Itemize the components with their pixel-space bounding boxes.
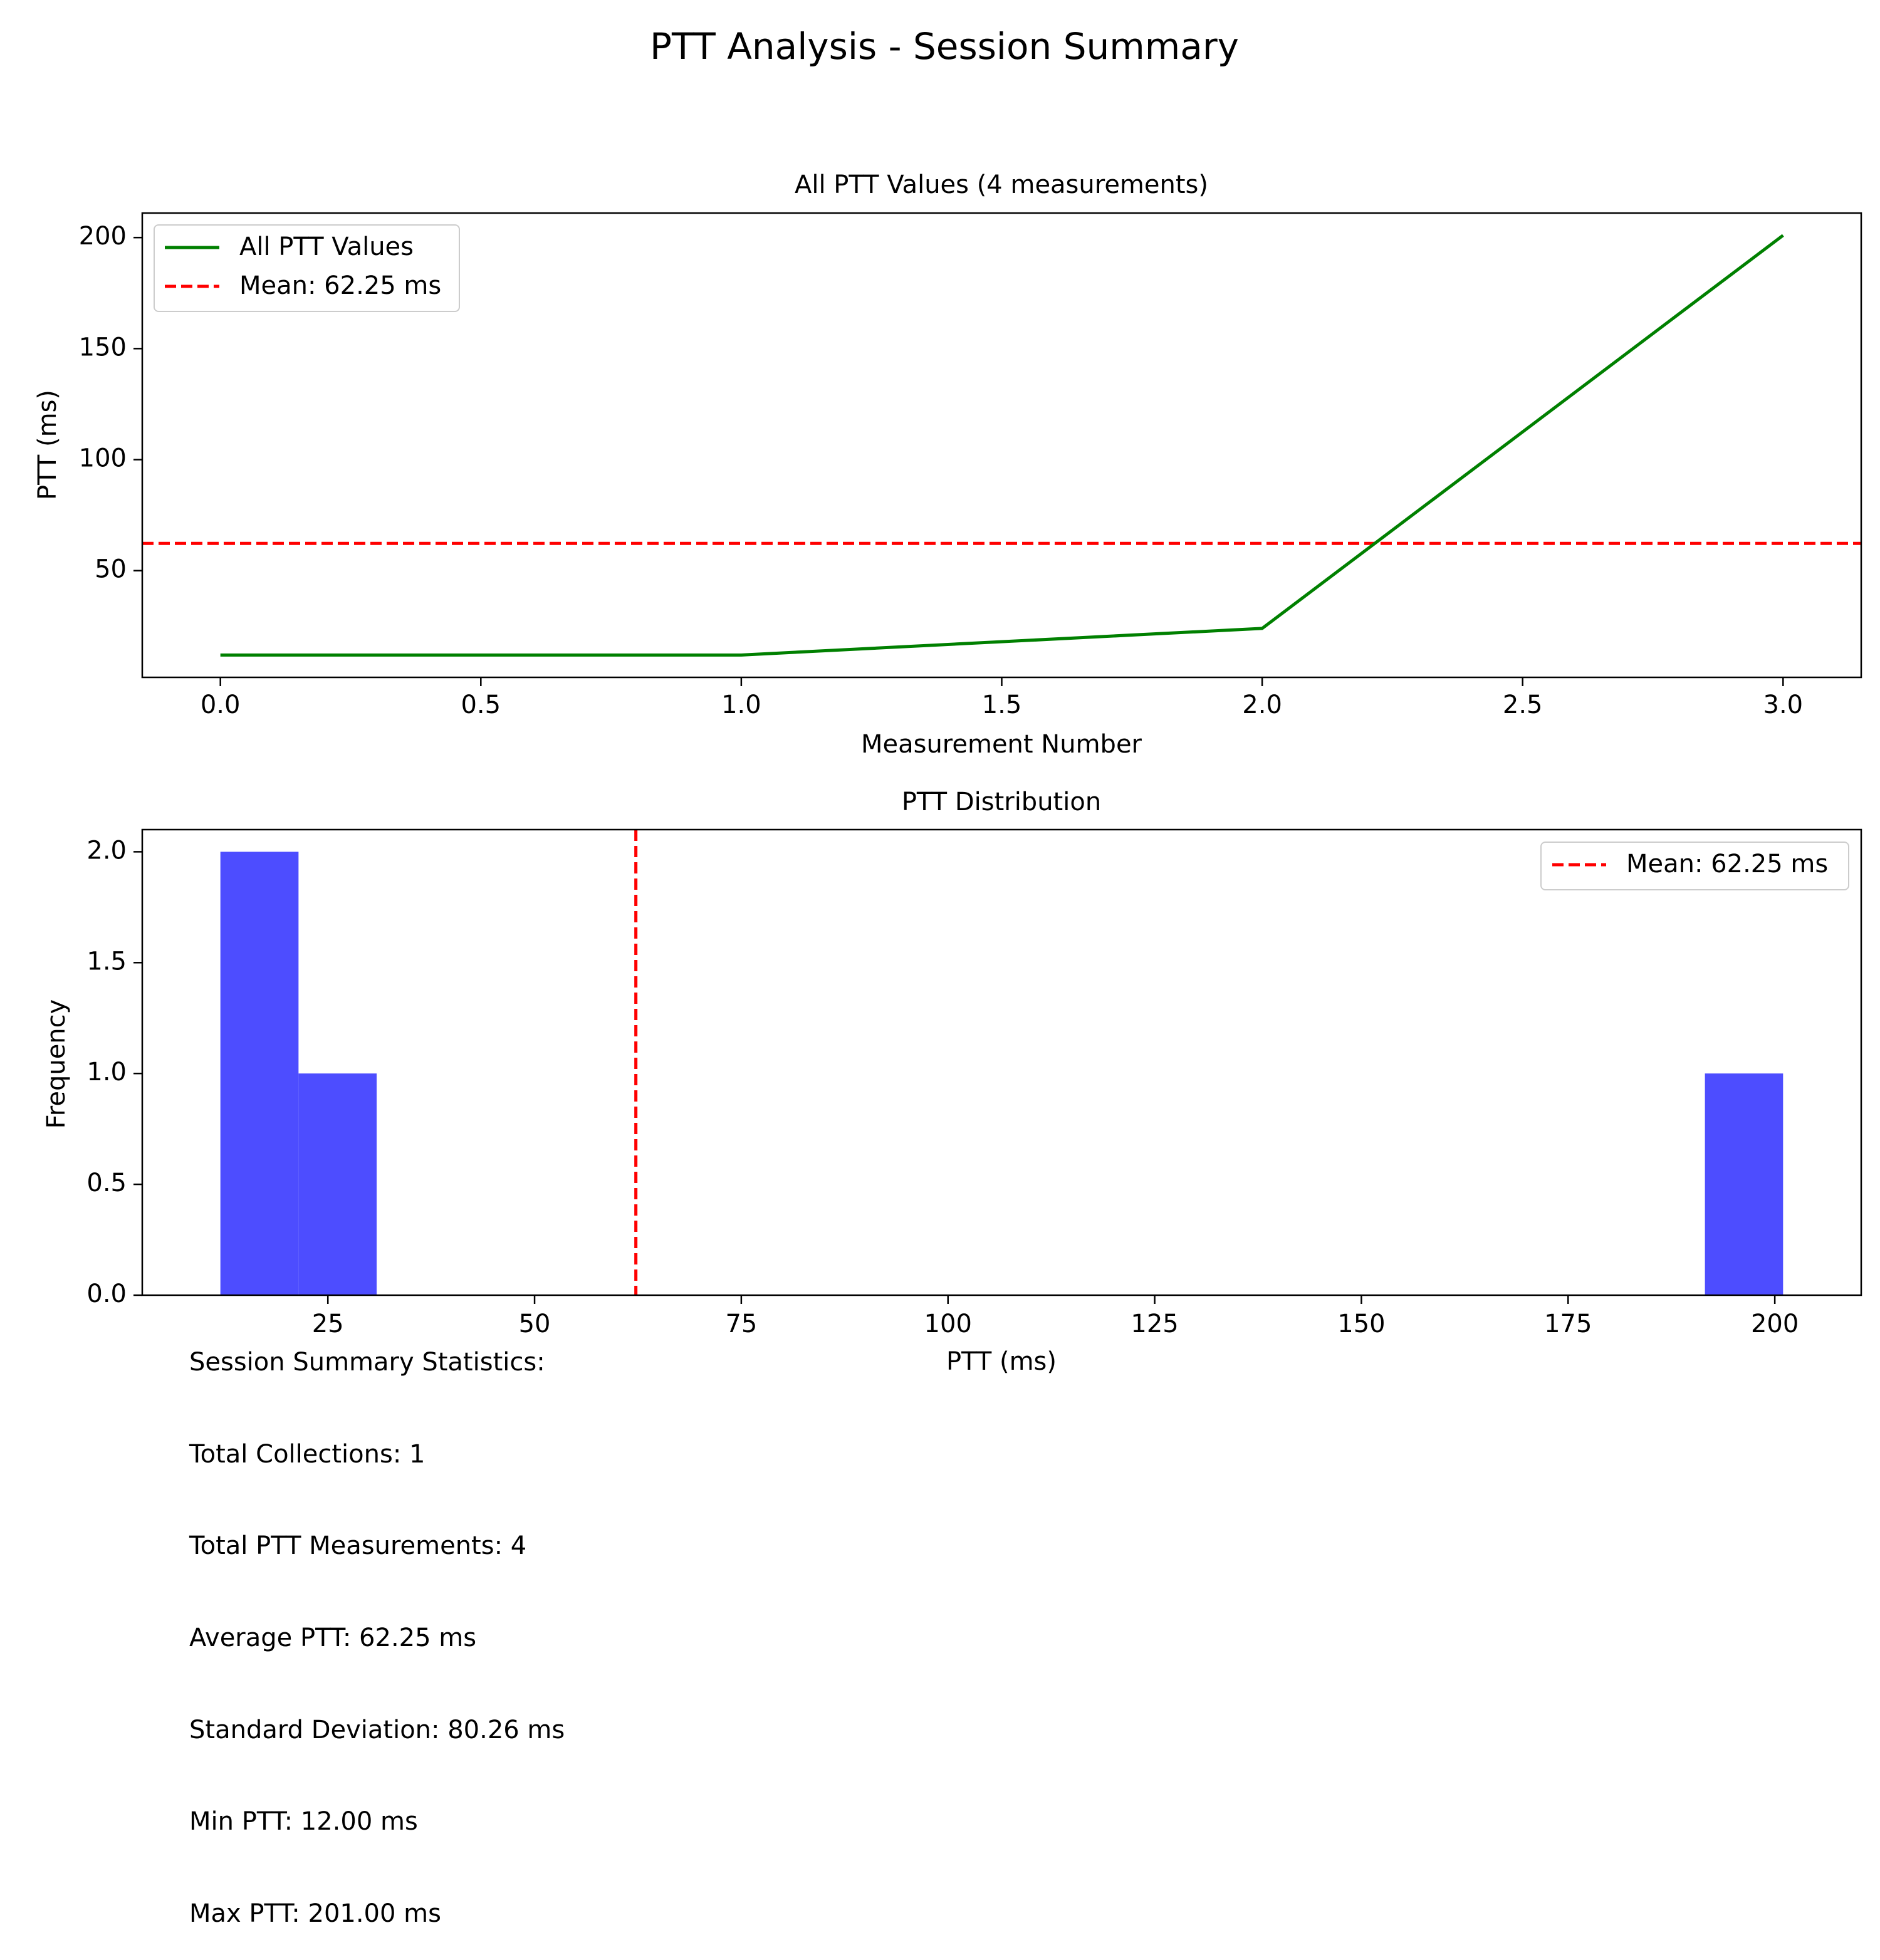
line-chart-xtick-label: 1.0: [721, 691, 761, 719]
histogram-xlabel: PTT (ms): [946, 1347, 1057, 1376]
line-chart-ylabel: PTT (ms): [33, 390, 62, 500]
histogram-plot-area: [142, 830, 1861, 1295]
line-chart-xtick-label: 2.5: [1503, 691, 1543, 719]
histogram-ytick-label: 1.0: [86, 1058, 127, 1087]
line-chart-xtick-label: 3.0: [1763, 691, 1804, 719]
legend-label-mean-line: Mean: 62.25 ms: [239, 271, 441, 300]
session-summary-statistics: Session Summary Statistics: Total Collec…: [189, 1286, 565, 1960]
line-chart-ytick-label: 100: [79, 444, 127, 473]
histogram-xtick-label: 50: [519, 1310, 551, 1338]
histogram-xtick-label: 150: [1337, 1310, 1385, 1338]
line-chart-xtick-label: 1.5: [982, 691, 1022, 719]
line-chart-legend-box: [154, 224, 460, 312]
histogram-legend-box: [1540, 842, 1849, 890]
histogram-xtick-label: 175: [1544, 1310, 1592, 1338]
stats-max-ptt: Max PTT: 201.00 ms: [189, 1899, 441, 1929]
histogram-xtick-label: 25: [312, 1310, 344, 1338]
line-chart-legend: All PTT Values Mean: 62.25 ms: [154, 224, 460, 312]
legend-label-all-ptt-values: All PTT Values: [239, 232, 414, 261]
histogram-frame: [141, 828, 1862, 1296]
stats-heading: Session Summary Statistics:: [189, 1347, 545, 1377]
line-chart-ytick-label: 200: [79, 222, 127, 251]
line-chart-xlabel: Measurement Number: [861, 730, 1142, 759]
line-chart: All PTT Values (4 measurements) Measurem…: [33, 170, 1862, 759]
line-chart-series-all-ptt-values: [220, 234, 1784, 657]
figure-suptitle: PTT Analysis - Session Summary: [650, 25, 1239, 68]
line-chart-title: All PTT Values (4 measurements): [795, 170, 1208, 199]
histogram-xtick-label: 125: [1131, 1310, 1178, 1338]
line-chart-ytick-label: 50: [95, 555, 127, 584]
histogram-bar: [1705, 1073, 1783, 1295]
histogram-title: PTT Distribution: [902, 788, 1101, 816]
histogram-bar: [298, 1073, 377, 1295]
legend-label-histogram-mean-line: Mean: 62.25 ms: [1626, 850, 1828, 878]
stats-standard-deviation: Standard Deviation: 80.26 ms: [189, 1715, 565, 1744]
histogram-ytick-label: 1.5: [86, 947, 127, 976]
histogram-ylabel: Frequency: [42, 999, 71, 1129]
histogram-bar: [220, 852, 299, 1295]
line-chart-xtick-label: 0.0: [201, 691, 241, 719]
histogram-ytick-label: 2.0: [86, 836, 127, 865]
stats-min-ptt: Min PTT: 12.00 ms: [189, 1807, 418, 1837]
histogram-legend: Mean: 62.25 ms: [1540, 842, 1849, 890]
histogram-xtick-label: 75: [725, 1310, 757, 1338]
line-chart-ytick-label: 150: [79, 333, 127, 362]
line-chart-xtick-label: 2.0: [1242, 691, 1282, 719]
line-chart-frame: [141, 212, 1862, 679]
histogram-chart: PTT Distribution PTT (ms) Frequency 25 50…: [42, 788, 1862, 1376]
line-chart-xtick-label: 0.5: [461, 691, 501, 719]
histogram-xtick-label: 200: [1751, 1310, 1799, 1338]
histogram-xtick-label: 100: [924, 1310, 972, 1338]
stats-total-measurements: Total PTT Measurements: 4: [189, 1531, 527, 1561]
histogram-ytick-label: 0.5: [86, 1169, 127, 1197]
histogram-ytick-label: 0.0: [86, 1280, 127, 1308]
figure: PTT Analysis - Session Summary All PTT V…: [33, 25, 1862, 1376]
stats-total-collections: Total Collections: 1: [189, 1439, 426, 1469]
stats-average-ptt: Average PTT: 62.25 ms: [189, 1623, 477, 1652]
